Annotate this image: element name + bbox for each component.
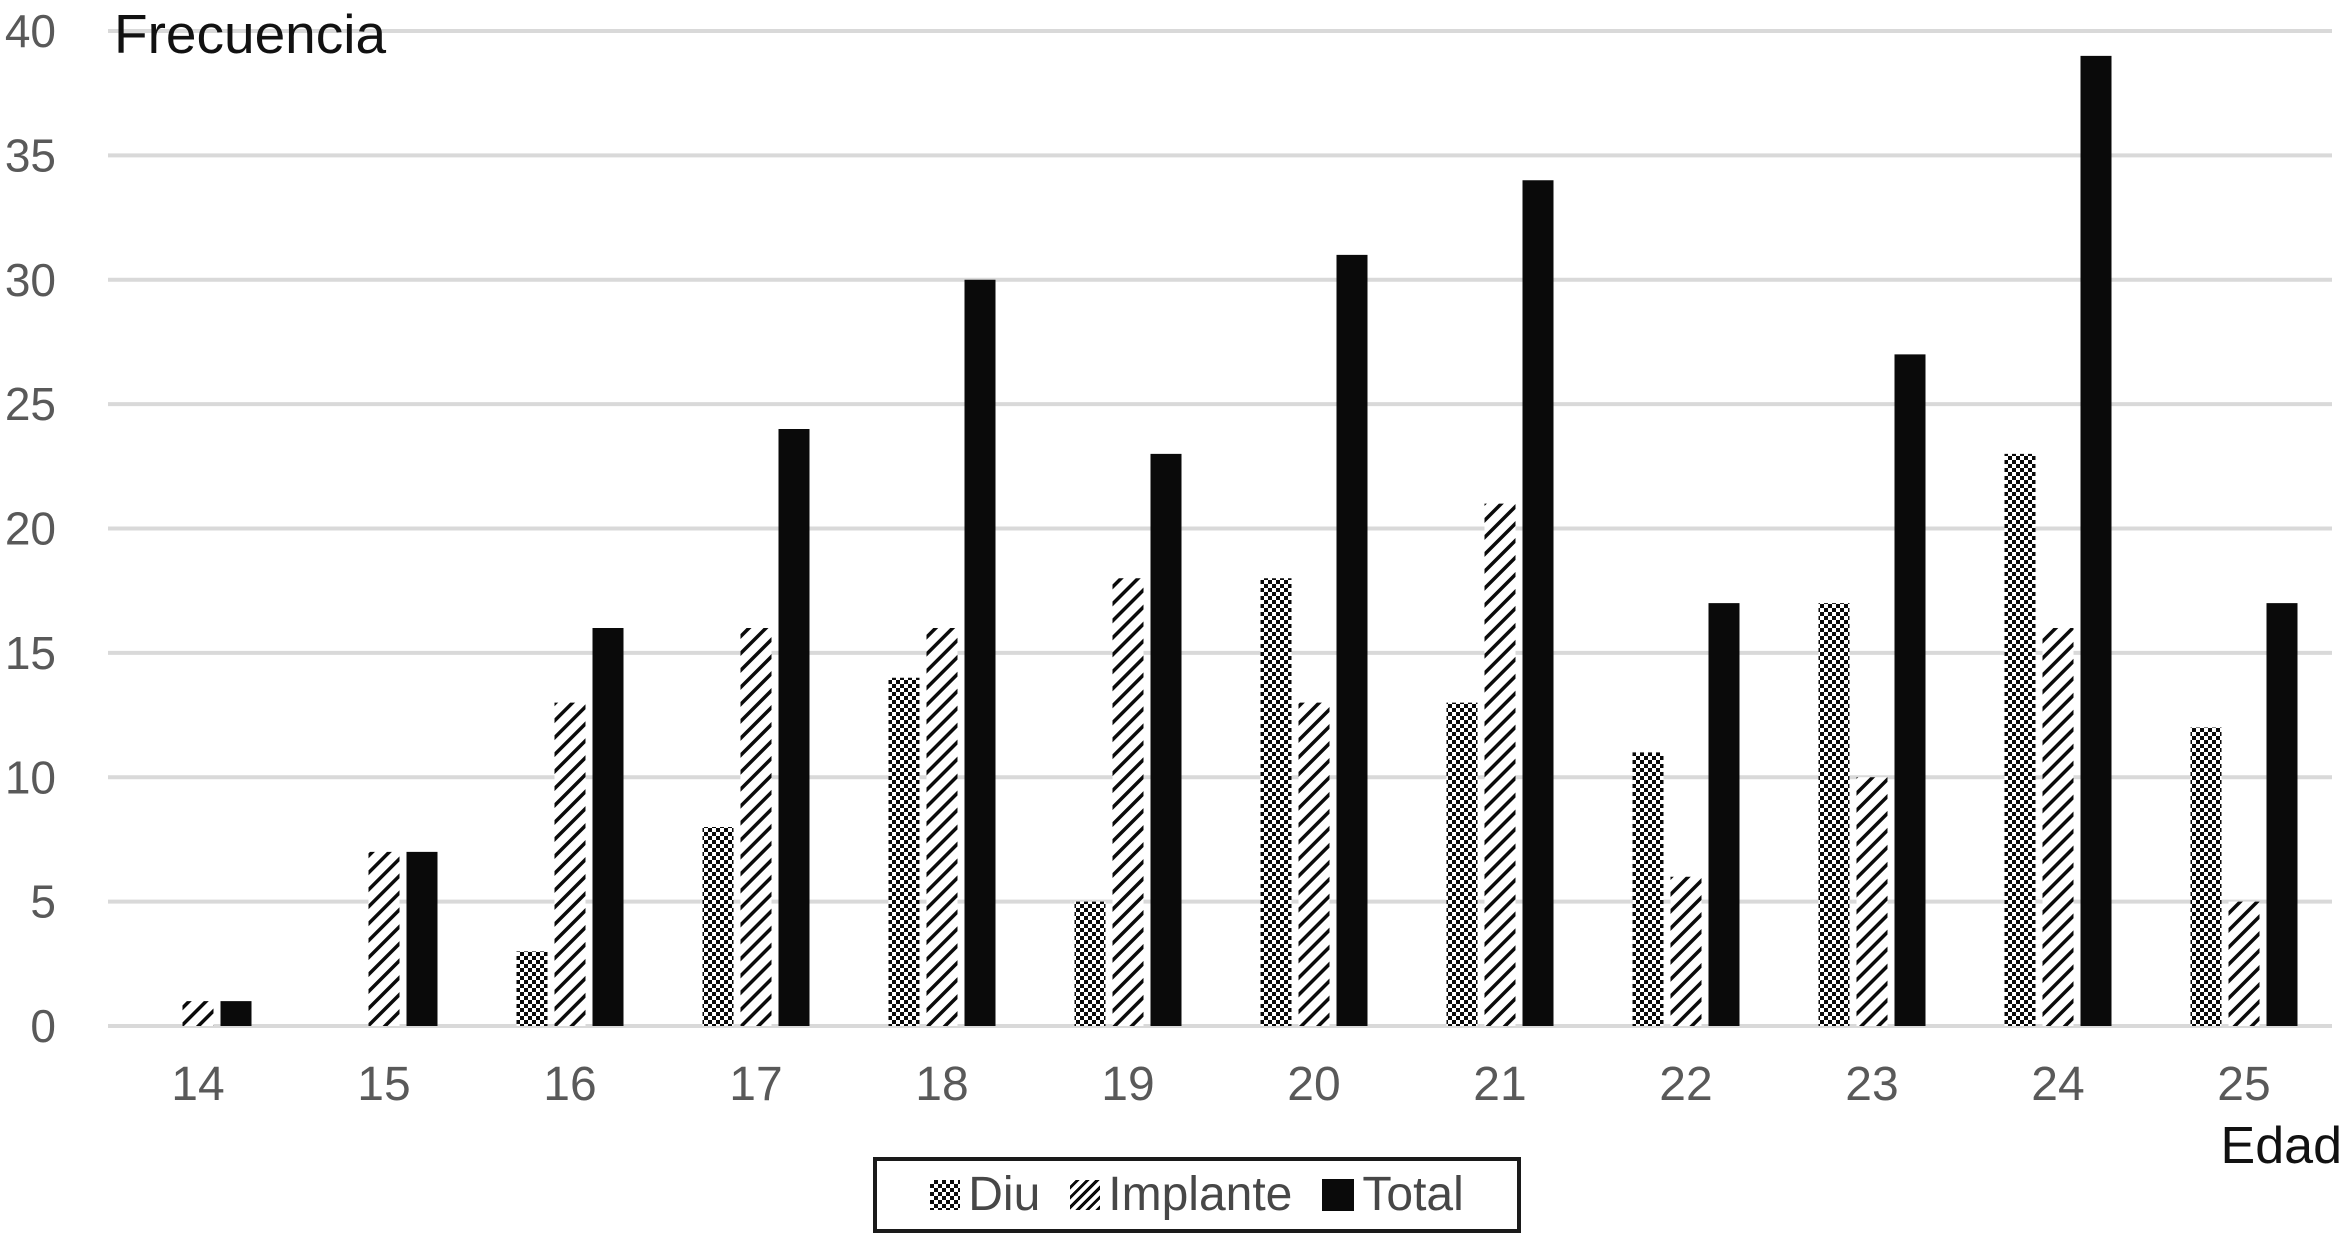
y-tick-label: 0 (30, 1000, 56, 1052)
y-tick-label: 30 (5, 254, 56, 306)
y-tick-label: 10 (5, 751, 56, 803)
bar-total-25 (2266, 603, 2298, 1026)
bar-total-18 (964, 279, 996, 1026)
x-tick-label: 20 (1287, 1058, 1340, 1111)
bar-implante-16 (554, 702, 586, 1026)
legend-label-diu: Diu (968, 1168, 1041, 1221)
bar-implante-20 (1298, 702, 1330, 1026)
y-tick-label: 35 (5, 129, 56, 181)
x-tick-label: 22 (1659, 1058, 1712, 1111)
bar-diu-16 (516, 951, 548, 1026)
x-tick-label: 14 (171, 1058, 224, 1111)
bar-diu-22 (1632, 752, 1664, 1026)
bar-implante-24 (2042, 628, 2074, 1026)
bar-implante-17 (740, 628, 772, 1026)
bar-total-23 (1894, 354, 1926, 1026)
bar-total-14 (220, 1001, 252, 1026)
x-tick-label: 18 (915, 1058, 968, 1111)
diu-pattern-swatch-icon (930, 1180, 961, 1210)
bar-total-20 (1336, 254, 1368, 1026)
bar-diu-21 (1446, 702, 1478, 1026)
bar-total-17 (778, 429, 810, 1026)
legend-item-total: Total (1322, 1168, 1464, 1221)
implante-pattern-swatch-icon (1070, 1180, 1101, 1210)
bar-diu-18 (888, 677, 920, 1026)
bar-diu-24 (2004, 453, 2036, 1026)
y-tick-label: 20 (5, 503, 56, 555)
total-pattern-swatch-icon (1322, 1179, 1355, 1211)
bar-diu-20 (1260, 578, 1292, 1026)
x-axis-title: Edad (2220, 1117, 2342, 1175)
y-axis-title: Frecuencia (114, 3, 387, 65)
x-tick-label: 16 (543, 1058, 596, 1111)
bar-total-16 (592, 628, 624, 1026)
x-tick-label: 25 (2217, 1058, 2270, 1111)
bar-diu-23 (1818, 603, 1850, 1026)
bar-implante-15 (368, 851, 400, 1026)
x-tick-label: 15 (357, 1058, 410, 1111)
legend-item-diu: Diu (930, 1171, 1040, 1219)
bar-implante-21 (1484, 503, 1516, 1026)
bar-implante-14 (182, 1001, 214, 1026)
bar-implante-22 (1670, 876, 1702, 1026)
x-tick-label: 21 (1473, 1058, 1526, 1111)
legend: Diu Implante Total (873, 1157, 1521, 1233)
y-tick-label: 40 (5, 5, 56, 57)
bar-diu-17 (702, 827, 734, 1026)
bar-diu-19 (1074, 901, 1106, 1026)
x-tick-label: 19 (1101, 1058, 1154, 1111)
x-tick-label: 24 (2031, 1058, 2084, 1111)
y-tick-label: 15 (5, 627, 56, 679)
bar-implante-23 (1856, 777, 1888, 1026)
legend-label-implante: Implante (1108, 1168, 1293, 1221)
bar-implante-25 (2228, 901, 2260, 1026)
legend-label-total: Total (1362, 1168, 1464, 1221)
bar-implante-19 (1112, 578, 1144, 1026)
bar-implante-18 (926, 628, 958, 1026)
x-tick-label: 17 (729, 1058, 782, 1111)
y-tick-label: 5 (30, 876, 56, 928)
x-tick-label: 23 (1845, 1058, 1898, 1111)
legend-item-implante: Implante (1070, 1171, 1292, 1219)
bar-total-22 (1708, 603, 1740, 1026)
bar-total-19 (1150, 453, 1182, 1026)
bar-diu-25 (2190, 727, 2222, 1026)
bar-total-15 (406, 851, 438, 1026)
y-tick-label: 25 (5, 378, 56, 430)
bar-total-21 (1522, 180, 1554, 1026)
bar-total-24 (2080, 55, 2112, 1026)
